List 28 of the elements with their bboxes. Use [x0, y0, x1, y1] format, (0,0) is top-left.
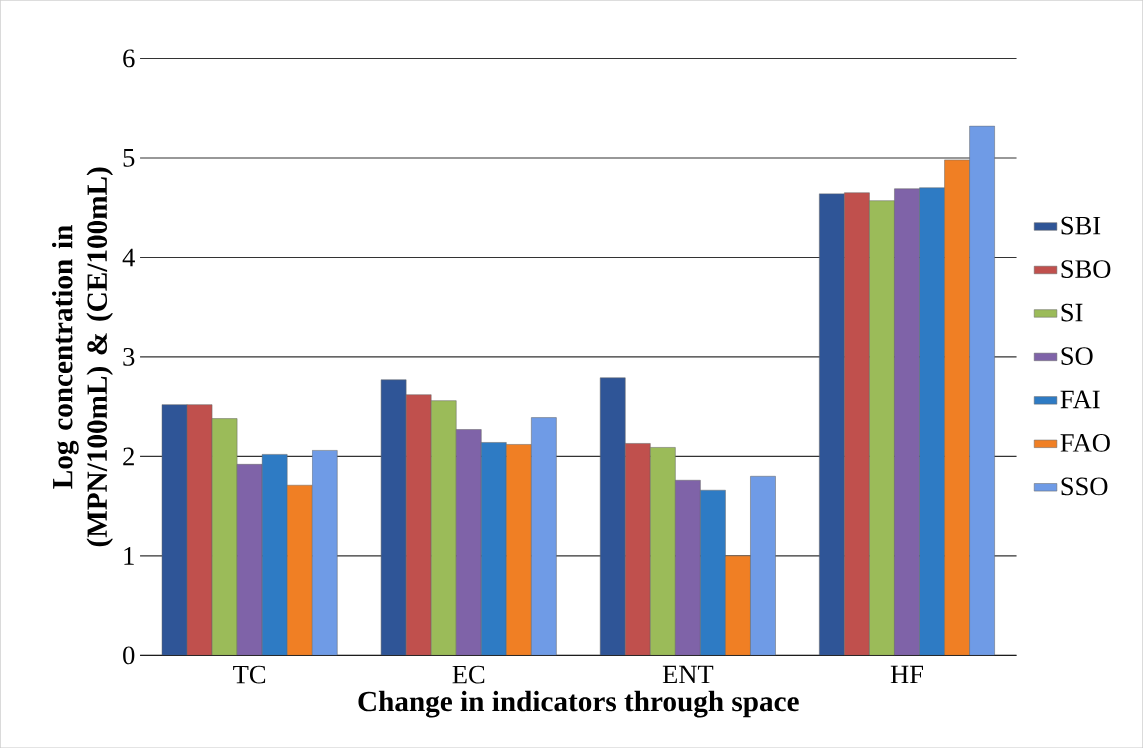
x-tick-label: TC [233, 665, 266, 684]
y-tick-label: 4 [122, 248, 135, 267]
legend-label: SO [1061, 347, 1093, 365]
bar [430, 400, 457, 656]
x-axis-title: Change in indicators through space [358, 690, 799, 718]
legend-label: SBO [1061, 260, 1111, 278]
y-tick-label: 2 [123, 447, 134, 466]
bar [236, 463, 263, 656]
y-tick-label: 5 [123, 149, 135, 167]
y-tick-label: 6 [123, 49, 135, 68]
bar [869, 200, 895, 656]
bar [650, 447, 676, 656]
bar [211, 418, 238, 656]
y-tick-label: 0 [123, 646, 135, 665]
y-axis-title: Log concentration in (MPN/100mL) & (CE/100mL) [51, 167, 113, 547]
legend-label: FAI [1060, 390, 1100, 409]
x-tick-label: ENT [662, 665, 714, 684]
x-tick-label: EC [452, 665, 485, 684]
bar [455, 429, 482, 656]
legend-label: FAO [1060, 433, 1110, 452]
bar [675, 479, 701, 656]
y-tick-label: 1 [124, 547, 134, 565]
legend-label: SSO [1061, 477, 1108, 496]
x-tick-label: HF [890, 665, 923, 684]
y-tick-label: 3 [123, 347, 135, 366]
legend-label: SBI [1061, 216, 1101, 235]
bar [894, 188, 920, 656]
legend-label: SI [1061, 303, 1083, 322]
